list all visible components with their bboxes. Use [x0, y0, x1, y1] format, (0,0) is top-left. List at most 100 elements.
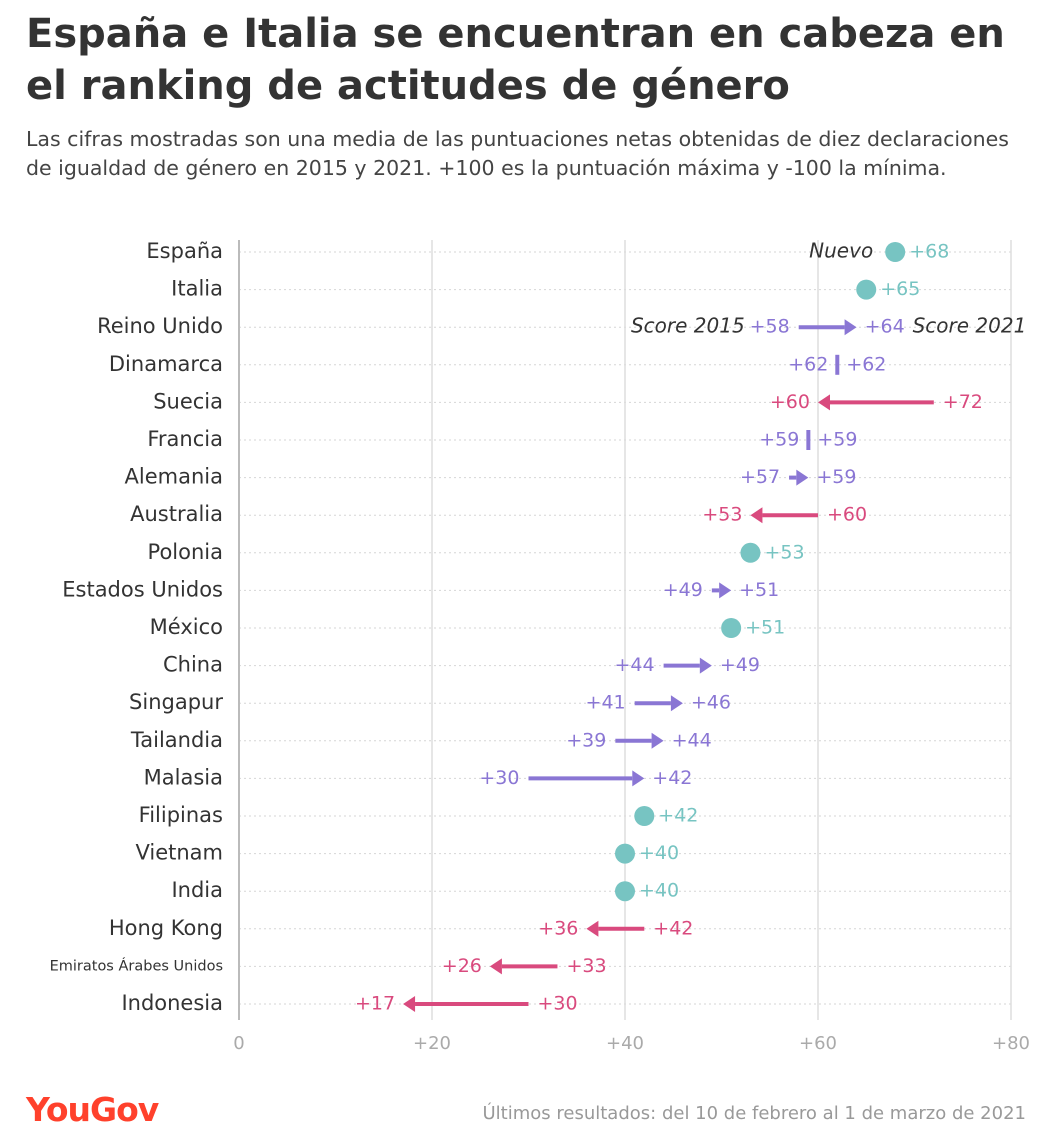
country-label: Reino Unido: [97, 314, 223, 338]
score-2021-label: +42: [652, 767, 692, 789]
chart-row: México +51: [150, 615, 786, 639]
country-label: Singapur: [129, 690, 223, 714]
score-2021-label: +65: [880, 278, 920, 300]
country-label: Alemania: [125, 465, 223, 489]
chart-row: Singapur +41 +46: [129, 690, 731, 714]
country-label: México: [150, 615, 223, 639]
change-arrow-head: [844, 319, 857, 336]
chart-row: Hong Kong +42 +36: [109, 916, 694, 940]
new-score-dot: [615, 843, 635, 864]
country-label: Emiratos Árabes Unidos: [50, 957, 223, 974]
score-2021-label: +42: [658, 805, 698, 827]
score-2021-label: +53: [702, 504, 742, 526]
score-2021-label: +40: [639, 842, 679, 864]
x-tick-label: 0: [233, 1033, 244, 1054]
chart-subtitle: Las cifras mostradas son una media de la…: [26, 127, 1009, 180]
score-2015-label: +57: [740, 466, 780, 488]
score-2021-label: +51: [739, 579, 779, 601]
score-2021-label: +64: [865, 316, 905, 338]
change-arrow-head: [403, 996, 416, 1012]
score-2015-label: +58: [750, 316, 790, 338]
score-2021-label: +17: [355, 993, 395, 1015]
score-2021-label: +26: [442, 955, 482, 977]
new-score-dot: [721, 618, 742, 638]
score-2015-label: +49: [663, 579, 703, 601]
chart-row: China +44 +49: [163, 653, 760, 677]
chart-row: Malasia +30 +42: [144, 765, 693, 789]
chart-title: España e Italia se encuentran en cabeza …: [26, 11, 1005, 109]
score-2021-label: +62: [846, 353, 886, 375]
change-arrow-head: [719, 582, 732, 599]
x-tick-label: +20: [413, 1033, 451, 1054]
country-label: Estados Unidos: [62, 577, 223, 601]
score-2015-label: +30: [538, 993, 578, 1015]
annotation-score-2015: Score 2015: [631, 314, 745, 338]
change-arrow-head: [699, 657, 712, 674]
country-label: India: [171, 878, 223, 902]
yougov-logo: YouGov: [26, 1090, 159, 1129]
chart-row: Emiratos Árabes Unidos +33 +26: [50, 955, 607, 977]
change-arrow-head: [670, 695, 683, 712]
chart-row: Italia +65: [171, 277, 920, 301]
score-2015-label: +30: [479, 767, 519, 789]
score-2021-label: +44: [672, 729, 712, 751]
chart-row: España +68: [146, 239, 949, 263]
country-label: Indonesia: [121, 991, 223, 1015]
chart-row: Tailandia +39 +44: [130, 728, 712, 752]
country-label: Filipinas: [139, 803, 223, 827]
country-label: Suecia: [153, 389, 223, 413]
score-2015-label: +44: [614, 654, 654, 676]
change-arrow-head: [796, 469, 809, 486]
score-2021-label: +68: [909, 241, 949, 263]
score-2015-label: +59: [759, 429, 799, 451]
chart-row: Vietnam +40: [135, 841, 679, 865]
change-arrow-head: [651, 732, 664, 749]
country-label: Polonia: [148, 540, 223, 564]
new-score-dot: [856, 279, 877, 300]
chart-rows: España +68 Italia +65 Reino Unido +58 +64 Dinam…: [50, 239, 983, 1015]
chart-area: España +68 Italia +65 Reino Unido +58 +64 Dinam…: [50, 239, 1030, 1055]
change-arrow-head: [750, 507, 763, 524]
country-label: España: [146, 239, 223, 263]
grid-lines: [238, 240, 1012, 1020]
score-2021-label: +46: [691, 692, 731, 714]
change-arrow-head: [489, 958, 502, 975]
x-tick-label: +80: [992, 1033, 1030, 1054]
footnote: Últimos resultados: del 10 de febrero al…: [482, 1103, 1027, 1124]
score-2015-label: +42: [653, 917, 693, 939]
chart-row: Dinamarca +62 +62: [109, 352, 887, 376]
chart-row: Alemania +57 +59: [125, 465, 857, 489]
country-label: Hong Kong: [109, 916, 223, 940]
chart-row: Filipinas +42: [139, 803, 699, 827]
chart-row: Estados Unidos +49 +51: [62, 577, 779, 601]
score-2021-label: +40: [639, 880, 679, 902]
country-label: Tailandia: [130, 728, 223, 752]
score-2015-label: +33: [566, 955, 606, 977]
x-axis: 0 +20 +40 +60 +80: [233, 1033, 1030, 1054]
country-label: Vietnam: [135, 841, 223, 865]
annotation-new: Nuevo: [809, 239, 873, 263]
change-arrow-head: [586, 920, 599, 937]
chart-row: Polonia +53: [148, 540, 805, 564]
score-2015-label: +41: [586, 692, 626, 714]
country-label: China: [163, 653, 223, 677]
annotation-score-2021: Score 2021: [913, 314, 1027, 338]
chart-row: Suecia +72 +60: [153, 389, 983, 413]
x-tick-label: +40: [606, 1033, 644, 1054]
country-label: Dinamarca: [109, 352, 223, 376]
change-arrow-head: [818, 394, 830, 411]
x-tick-label: +60: [799, 1033, 837, 1054]
score-2015-label: +72: [943, 391, 983, 413]
country-label: Italia: [171, 277, 223, 301]
annotations: Nuevo Score 2015 Score 2021: [631, 239, 1026, 338]
new-score-dot: [885, 242, 906, 262]
new-score-dot: [634, 806, 655, 826]
chart-row: India +40: [171, 878, 679, 902]
country-label: Malasia: [144, 765, 223, 789]
chart-row: Australia +60 +53: [130, 502, 867, 526]
chart-row: Francia +59 +59: [147, 427, 857, 451]
score-2015-label: +39: [566, 729, 606, 751]
score-2015-label: +60: [827, 504, 867, 526]
chart-row: Reino Unido +58 +64: [97, 314, 905, 338]
country-label: Francia: [147, 427, 223, 451]
